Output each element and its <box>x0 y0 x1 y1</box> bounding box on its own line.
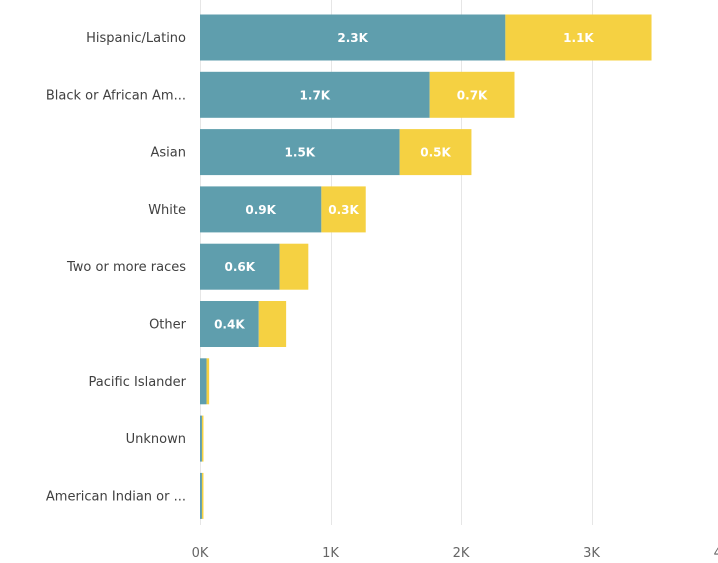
data-label: 0.3K <box>328 203 359 217</box>
bar-segment-series-1[interactable] <box>200 14 506 61</box>
data-label: 0.9K <box>245 203 276 217</box>
x-tick-label-3: 3K <box>583 546 600 561</box>
bar-segment-series-2[interactable] <box>399 129 472 176</box>
bar-segment-series-1[interactable] <box>200 186 322 233</box>
category-label: Hispanic/Latino <box>86 31 186 46</box>
data-label: 1.5K <box>285 146 316 160</box>
bar-segment-series-2[interactable] <box>201 415 204 462</box>
category-label: Asian <box>151 146 186 161</box>
category-label: Pacific Islander <box>89 375 187 390</box>
x-tick-label-0: 0K <box>192 546 209 561</box>
x-tick-label-1: 1K <box>322 546 339 561</box>
bars: 2.3K 1.1K 1.7K 0.7K 1.5K 0.5K 0.9K 0.3K 0.6K 0.4K <box>200 14 652 519</box>
category-label: Two or more races <box>66 260 186 275</box>
x-tick-label-2: 2K <box>453 546 470 561</box>
data-label: 2.3K <box>337 31 368 45</box>
bar-segment-series-1[interactable] <box>200 472 202 519</box>
bar-segment-series-1[interactable] <box>200 243 280 290</box>
bar-segment-series-2[interactable] <box>201 472 204 519</box>
category-label: White <box>148 203 186 218</box>
data-label: 1.1K <box>563 31 594 45</box>
bar-segment-series-2[interactable] <box>258 301 287 347</box>
x-axis-tick-labels: 0K 1K 2K 3K 4K <box>192 546 718 561</box>
bar-segment-series-1[interactable] <box>200 71 430 118</box>
bar-segment-series-1[interactable] <box>200 358 207 405</box>
data-label: 0.6K <box>225 260 256 274</box>
data-label: 0.4K <box>214 318 245 332</box>
bar-segment-series-2[interactable] <box>505 14 652 61</box>
data-label: 0.7K <box>457 88 488 102</box>
category-label: American Indian or ... <box>46 489 186 504</box>
category-label: Other <box>149 318 187 333</box>
x-tick-label-4: 4K <box>714 546 718 561</box>
data-label: 1.7K <box>300 88 331 102</box>
bar-segment-series-2[interactable] <box>321 186 366 233</box>
category-label: Unknown <box>126 432 186 447</box>
category-labels: Hispanic/Latino Black or African Am... Asi… <box>46 31 187 504</box>
bar-segment-series-2[interactable] <box>429 71 515 118</box>
bar-segment-series-1[interactable] <box>200 415 202 462</box>
data-label: 0.5K <box>420 146 451 160</box>
bar-segment-series-2[interactable] <box>206 358 210 405</box>
category-label: Black or African Am... <box>46 88 186 103</box>
bar-segment-series-1[interactable] <box>200 301 259 347</box>
bar-segment-series-1[interactable] <box>200 129 400 176</box>
bar-segment-series-2[interactable] <box>279 243 309 290</box>
